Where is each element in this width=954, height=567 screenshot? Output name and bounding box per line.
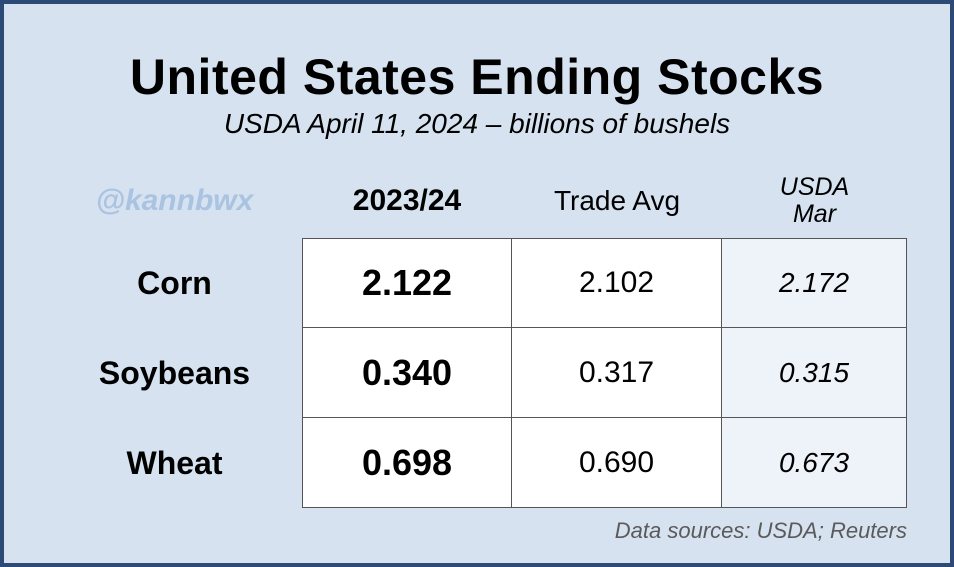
chart-subtitle: USDA April 11, 2024 – billions of bushel… xyxy=(224,108,730,140)
cell-main: 2.122 xyxy=(302,238,512,328)
cell-trade: 0.690 xyxy=(512,418,722,508)
chart-title: United States Ending Stocks xyxy=(130,48,824,106)
cell-usda: 2.172 xyxy=(722,238,907,328)
col-header-trade: Trade Avg xyxy=(512,164,722,238)
data-source: Data sources: USDA; Reuters xyxy=(47,518,907,544)
table-row: Soybeans 0.340 0.317 0.315 xyxy=(47,328,907,418)
col-header-usda: USDA Mar xyxy=(722,164,907,238)
col-header-main: 2023/24 xyxy=(302,164,512,238)
cell-trade: 2.102 xyxy=(512,238,722,328)
handle-cell: @kannbwx xyxy=(47,164,302,238)
table-header-row: @kannbwx 2023/24 Trade Avg USDA Mar xyxy=(47,164,907,238)
usda-header-line2: Mar xyxy=(793,200,836,228)
usda-header-line1: USDA xyxy=(780,173,849,201)
author-handle: @kannbwx xyxy=(96,184,254,218)
stocks-table: @kannbwx 2023/24 Trade Avg USDA Mar Corn… xyxy=(47,164,907,508)
table-row: Wheat 0.698 0.690 0.673 xyxy=(47,418,907,508)
cell-usda: 0.673 xyxy=(722,418,907,508)
cell-trade: 0.317 xyxy=(512,328,722,418)
row-label: Soybeans xyxy=(47,328,302,418)
cell-main: 0.340 xyxy=(302,328,512,418)
row-label: Corn xyxy=(47,238,302,328)
cell-main: 0.698 xyxy=(302,418,512,508)
table-row: Corn 2.122 2.102 2.172 xyxy=(47,238,907,328)
row-label: Wheat xyxy=(47,418,302,508)
chart-frame: United States Ending Stocks USDA April 1… xyxy=(0,0,954,567)
cell-usda: 0.315 xyxy=(722,328,907,418)
